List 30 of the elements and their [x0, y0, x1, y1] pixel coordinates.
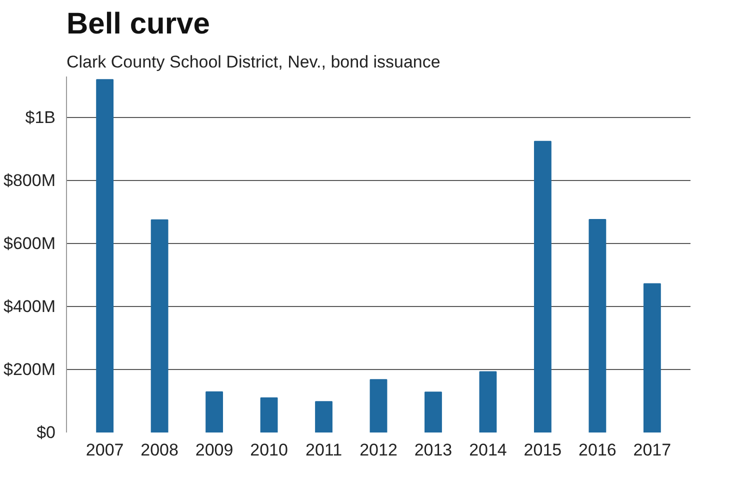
x-tick-label: 2015 [524, 440, 562, 460]
x-tick-label: 2012 [360, 440, 398, 460]
chart-title: Bell curve [66, 8, 210, 40]
bar [150, 219, 168, 432]
bar [206, 391, 223, 432]
x-tick-label: 2013 [414, 440, 452, 460]
y-tick-label: $200M [4, 360, 56, 379]
bar [424, 392, 442, 432]
x-tick-label: 2014 [469, 440, 507, 460]
bar [588, 219, 606, 432]
bar [96, 79, 114, 432]
chart-subtitle: Clark County School District, Nev., bond issuance [66, 52, 440, 72]
y-tick-label: $800M [4, 170, 56, 190]
y-tick-label: $1B [25, 108, 56, 127]
x-tick-label: 2007 [86, 440, 124, 460]
y-tick-label: $400M [4, 296, 56, 316]
x-tick-label: 2010 [250, 440, 288, 460]
x-tick-label: 2011 [305, 440, 342, 460]
x-tick-label: 2016 [578, 440, 616, 460]
bar [643, 283, 661, 432]
bar [479, 371, 497, 432]
y-tick-label: $600M [4, 234, 56, 253]
bar [260, 397, 278, 432]
bar [315, 401, 332, 432]
y-tick-label: $0 [36, 423, 56, 442]
bar [534, 140, 552, 432]
x-tick-label: 2008 [140, 440, 178, 460]
x-tick-label: 2009 [195, 440, 234, 460]
x-tick-label: 2017 [633, 440, 672, 460]
bar [370, 379, 388, 432]
